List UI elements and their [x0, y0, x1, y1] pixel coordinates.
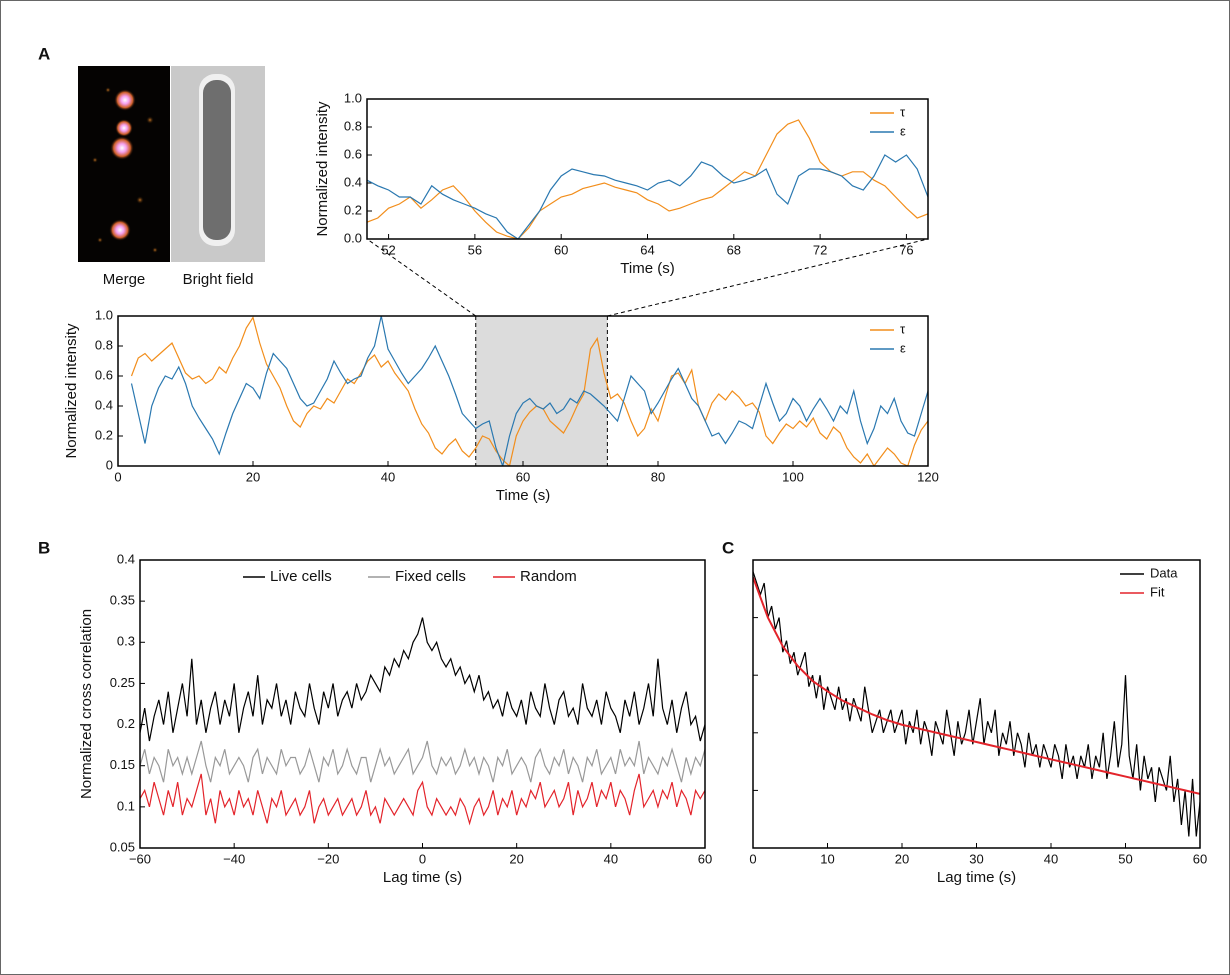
panel-label: A — [38, 44, 50, 63]
x-axis-label: Time (s) — [620, 260, 674, 277]
y-tick-label: 1.0 — [95, 307, 113, 322]
y-tick-label: 0.4 — [95, 397, 113, 412]
series-line — [753, 576, 1200, 795]
x-tick-label: 60 — [698, 851, 712, 866]
plot-area — [753, 560, 1200, 848]
x-tick-label: −60 — [129, 851, 151, 866]
x-tick-label: 60 — [554, 242, 568, 257]
y-tick-label: 0.2 — [344, 202, 362, 217]
series-line — [140, 773, 705, 826]
series-line — [130, 316, 928, 466]
axes-frame — [139, 559, 706, 849]
y-axis-label: Normalized intensity — [63, 323, 80, 459]
x-tick-label: 20 — [895, 851, 909, 866]
image-caption: Merge — [103, 271, 146, 288]
legend-label: τ — [900, 104, 906, 119]
panel-label: B — [38, 538, 50, 557]
x-tick-label: 64 — [640, 242, 654, 257]
y-axis-label: Normalized intensity — [314, 101, 331, 237]
x-tick-label: 0 — [749, 851, 756, 866]
series-line — [140, 740, 705, 783]
x-tick-label: 60 — [1193, 851, 1207, 866]
axes-frame — [117, 315, 929, 467]
y-tick-label: 0.0 — [344, 230, 362, 245]
plot-area — [140, 560, 705, 848]
y-tick-label: 0 — [106, 457, 113, 472]
series-line — [753, 571, 1200, 837]
legend-label: Live cells — [270, 568, 332, 585]
series-line — [367, 154, 928, 239]
series-line — [140, 617, 705, 742]
x-tick-label: 20 — [509, 851, 523, 866]
x-tick-label: −40 — [223, 851, 245, 866]
x-tick-label: 40 — [604, 851, 618, 866]
highlight-region — [475, 316, 608, 466]
y-tick-label: 0.8 — [344, 118, 362, 133]
x-tick-label: 10 — [820, 851, 834, 866]
bright-field-image — [171, 66, 265, 262]
x-tick-label: −20 — [317, 851, 339, 866]
y-tick-label: 0.15 — [110, 757, 135, 772]
x-tick-label: 72 — [813, 242, 827, 257]
x-tick-label: 80 — [651, 469, 665, 484]
x-tick-label: 0 — [114, 469, 121, 484]
x-tick-label: 56 — [468, 242, 482, 257]
y-tick-label: 0.2 — [95, 427, 113, 442]
x-tick-label: 40 — [1044, 851, 1058, 866]
y-tick-label: 0.8 — [95, 337, 113, 352]
x-axis-label: Lag time (s) — [383, 869, 462, 886]
legend-label: Data — [1150, 565, 1178, 580]
x-tick-label: 100 — [782, 469, 804, 484]
x-axis-label: Lag time (s) — [937, 869, 1016, 886]
panel-label: C — [722, 538, 734, 557]
x-tick-label: 40 — [381, 469, 395, 484]
axes-frame — [752, 559, 1201, 849]
y-tick-label: 0.6 — [95, 367, 113, 382]
legend-label: Random — [520, 568, 577, 585]
y-tick-label: 0.1 — [117, 798, 135, 813]
legend-label: τ — [900, 321, 906, 336]
x-tick-label: 20 — [246, 469, 260, 484]
y-tick-label: 0.25 — [110, 675, 135, 690]
y-tick-label: 0.35 — [110, 593, 135, 608]
plot-area — [367, 99, 928, 239]
y-tick-label: 0.4 — [344, 174, 362, 189]
x-tick-label: 50 — [1118, 851, 1132, 866]
zoom-connector — [607, 238, 929, 317]
image-caption: Bright field — [183, 271, 254, 288]
series-line — [130, 316, 928, 466]
zoom-connector — [366, 238, 477, 317]
x-tick-label: 120 — [917, 469, 939, 484]
x-axis-label: Time (s) — [496, 487, 550, 504]
y-tick-label: 0.05 — [110, 839, 135, 854]
y-axis-label: Normalized cross correlation — [78, 609, 95, 799]
y-tick-label: 0.3 — [117, 634, 135, 649]
x-tick-label: 60 — [516, 469, 530, 484]
x-tick-label: 0 — [419, 851, 426, 866]
legend-label: ε — [900, 340, 906, 355]
legend-label: Fit — [1150, 584, 1165, 599]
y-tick-label: 0.2 — [117, 716, 135, 731]
legend-label: Fixed cells — [395, 568, 466, 585]
y-tick-label: 0.6 — [344, 146, 362, 161]
axes-frame — [366, 98, 929, 240]
x-tick-label: 76 — [899, 242, 913, 257]
legend-label: ε — [900, 123, 906, 138]
y-tick-label: 0.4 — [117, 551, 135, 566]
merge-image — [78, 66, 170, 262]
x-tick-label: 68 — [727, 242, 741, 257]
x-tick-label: 30 — [969, 851, 983, 866]
x-tick-label: 52 — [381, 242, 395, 257]
y-tick-label: 1.0 — [344, 90, 362, 105]
